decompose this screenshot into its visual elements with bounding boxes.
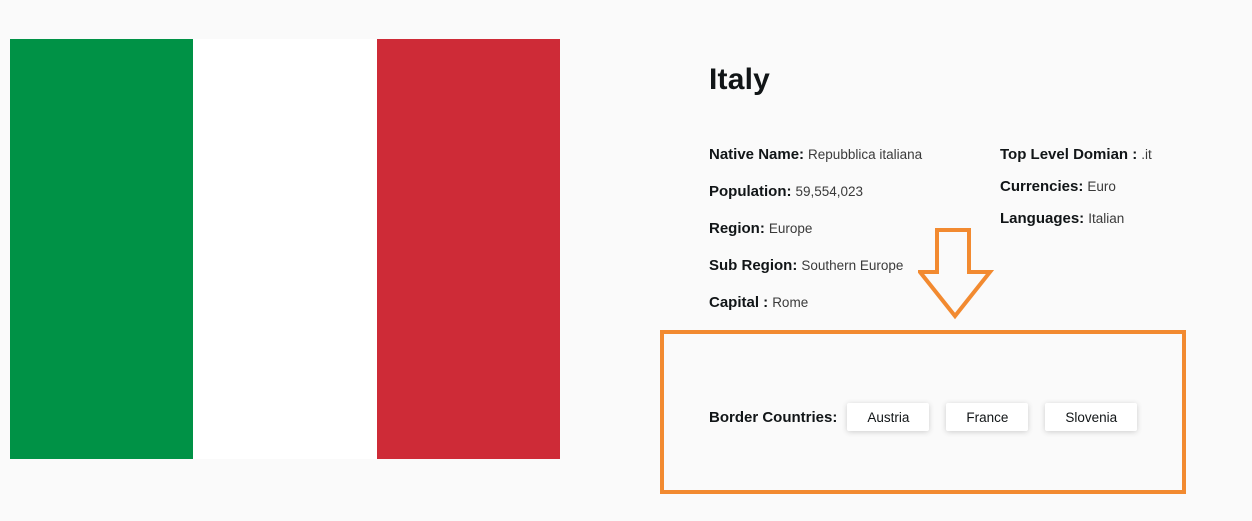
currencies-row: Currencies: Euro <box>1000 177 1152 209</box>
down-arrow-icon <box>918 228 994 320</box>
population-value: 59,554,023 <box>795 184 864 199</box>
region-row: Region: Europe <box>709 219 922 256</box>
top-level-domain-value: .it <box>1141 147 1152 162</box>
currencies-label: Currencies: <box>1000 178 1084 195</box>
native-name-row: Native Name: Repubblica italiana <box>709 145 922 182</box>
languages-row: Languages: Italian <box>1000 209 1152 241</box>
country-flag <box>10 39 560 459</box>
details-left-column: Native Name: Repubblica italiana Populati… <box>709 145 922 330</box>
country-name: Italy <box>709 63 771 96</box>
population-label: Population: <box>709 183 792 200</box>
capital-row: Capital : Rome <box>709 293 922 330</box>
sub-region-value: Southern Europe <box>801 258 904 273</box>
capital-label: Capital : <box>709 294 769 311</box>
flag-stripe-red <box>376 39 560 459</box>
border-countries-label: Border Countries: <box>709 408 838 426</box>
flag-stripe-green <box>10 39 194 459</box>
currencies-value: Euro <box>1087 179 1116 194</box>
sub-region-label: Sub Region: <box>709 257 798 274</box>
flag-stripe-white <box>193 39 377 459</box>
border-country-austria-button[interactable]: Austria <box>847 403 930 431</box>
population-row: Population: 59,554,023 <box>709 182 922 219</box>
border-countries-row: Border Countries: Austria France Sloveni… <box>709 403 1154 431</box>
region-value: Europe <box>768 221 813 236</box>
top-level-domain-row: Top Level Domian : .it <box>1000 145 1152 177</box>
capital-value: Rome <box>772 295 809 310</box>
top-level-domain-label: Top Level Domian : <box>1000 146 1138 163</box>
languages-value: Italian <box>1088 211 1125 226</box>
native-name-label: Native Name: <box>709 146 805 163</box>
region-label: Region: <box>709 220 765 237</box>
native-name-value: Repubblica italiana <box>808 147 923 162</box>
border-countries-highlight-box <box>660 330 1186 494</box>
languages-label: Languages: <box>1000 210 1085 227</box>
border-country-france-button[interactable]: France <box>946 403 1029 431</box>
sub-region-row: Sub Region: Southern Europe <box>709 256 922 293</box>
details-right-column: Top Level Domian : .it Currencies: Euro La… <box>1000 145 1152 241</box>
border-country-slovenia-button[interactable]: Slovenia <box>1045 403 1138 431</box>
